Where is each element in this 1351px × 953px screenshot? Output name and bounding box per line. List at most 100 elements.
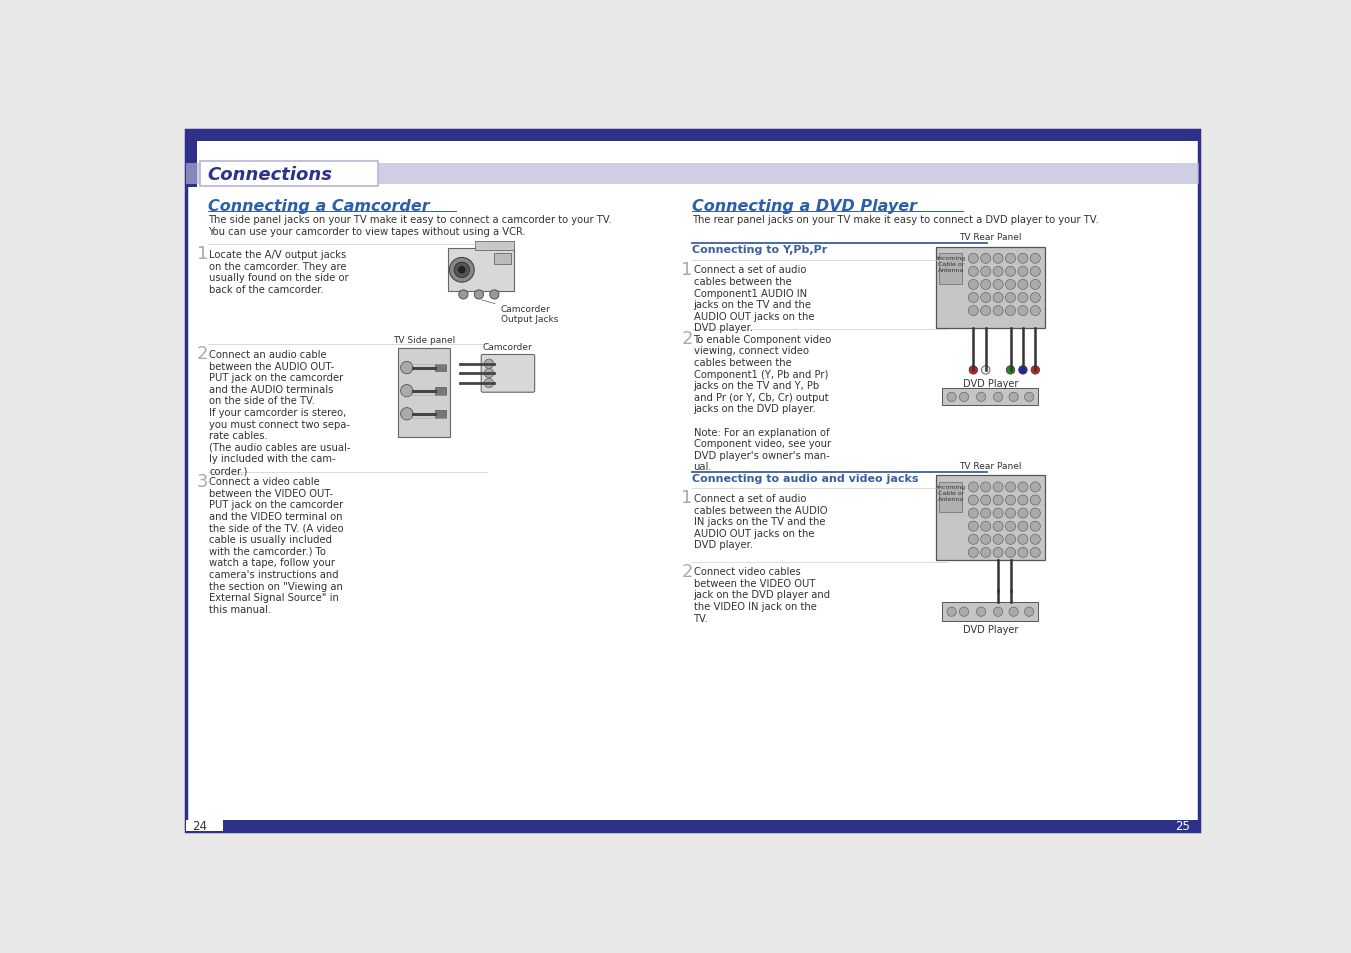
Text: 1: 1 (681, 489, 693, 507)
Circle shape (993, 393, 1002, 402)
Circle shape (1031, 306, 1040, 316)
Circle shape (1031, 548, 1040, 558)
Circle shape (981, 548, 990, 558)
Circle shape (1006, 366, 1015, 375)
Bar (435, 411, 446, 418)
Circle shape (1019, 366, 1027, 375)
Circle shape (1005, 267, 1016, 277)
Text: 3: 3 (197, 472, 208, 490)
Text: 1: 1 (197, 245, 208, 263)
Text: Connecting to Y,Pb,Pr: Connecting to Y,Pb,Pr (692, 245, 827, 255)
Text: 25: 25 (1175, 820, 1190, 832)
Circle shape (1031, 509, 1040, 518)
Circle shape (981, 496, 990, 505)
Circle shape (959, 393, 969, 402)
Circle shape (1005, 253, 1016, 264)
Circle shape (993, 496, 1004, 505)
Circle shape (401, 385, 413, 397)
Circle shape (1031, 535, 1040, 545)
Circle shape (969, 496, 978, 505)
Bar (943, 603, 1039, 621)
Bar (494, 253, 512, 264)
Text: TV Side panel: TV Side panel (393, 335, 455, 344)
Text: 1: 1 (681, 260, 693, 278)
Circle shape (959, 607, 969, 617)
Circle shape (969, 548, 978, 558)
Circle shape (1031, 294, 1040, 303)
Circle shape (1005, 548, 1016, 558)
Circle shape (969, 482, 978, 493)
Bar (449, 249, 513, 292)
Circle shape (993, 482, 1004, 493)
Text: Locate the A/V output jacks
on the camcorder. They are
usually found on the side: Locate the A/V output jacks on the camco… (209, 250, 349, 294)
Circle shape (981, 306, 990, 316)
Bar (186, 132, 1198, 142)
Bar (943, 389, 1039, 406)
Circle shape (981, 253, 990, 264)
Circle shape (981, 509, 990, 518)
Circle shape (401, 362, 413, 375)
Circle shape (1005, 509, 1016, 518)
Circle shape (1031, 366, 1039, 375)
Circle shape (458, 267, 466, 274)
Circle shape (969, 253, 978, 264)
Circle shape (1005, 294, 1016, 303)
Circle shape (1017, 280, 1028, 290)
Circle shape (1031, 482, 1040, 493)
Text: 2: 2 (681, 562, 693, 580)
Circle shape (981, 294, 990, 303)
Circle shape (1017, 482, 1028, 493)
Circle shape (1017, 521, 1028, 532)
Text: The rear panel jacks on your TV make it easy to connect a DVD player to your TV.: The rear panel jacks on your TV make it … (692, 215, 1098, 225)
Circle shape (450, 258, 474, 283)
Text: Connect a set of audio
cables between the
Component1 AUDIO IN
jacks on the TV an: Connect a set of audio cables between th… (693, 265, 815, 333)
Circle shape (1009, 393, 1019, 402)
Circle shape (993, 509, 1004, 518)
Text: 2: 2 (681, 330, 693, 348)
Circle shape (1005, 280, 1016, 290)
Circle shape (969, 366, 978, 375)
Circle shape (969, 294, 978, 303)
Circle shape (981, 482, 990, 493)
Text: Incoming
Cable or
Antenna: Incoming Cable or Antenna (936, 256, 966, 273)
Circle shape (969, 509, 978, 518)
Bar (939, 253, 962, 284)
Circle shape (981, 280, 990, 290)
Circle shape (1031, 253, 1040, 264)
Text: 24: 24 (192, 820, 207, 832)
Circle shape (1031, 496, 1040, 505)
Bar (936, 248, 1044, 328)
Bar (186, 821, 1198, 831)
Circle shape (1031, 521, 1040, 532)
Text: Connect a set of audio
cables between the AUDIO
IN jacks on the TV and the
AUDIO: Connect a set of audio cables between th… (693, 494, 827, 550)
Text: TV Rear Panel: TV Rear Panel (959, 233, 1021, 242)
Circle shape (1017, 496, 1028, 505)
Circle shape (981, 535, 990, 545)
Text: The side panel jacks on your TV make it easy to connect a camcorder to your TV.
: The side panel jacks on your TV make it … (208, 215, 611, 236)
Circle shape (489, 291, 499, 300)
Circle shape (1024, 393, 1034, 402)
Circle shape (993, 267, 1004, 277)
Circle shape (969, 521, 978, 532)
Text: Connect an audio cable
between the AUDIO OUT-
PUT jack on the camcorder
and the : Connect an audio cable between the AUDIO… (209, 350, 351, 476)
Circle shape (969, 267, 978, 277)
Bar (435, 364, 446, 372)
Text: Connections: Connections (208, 166, 332, 183)
Text: 2: 2 (197, 345, 208, 363)
Circle shape (993, 294, 1004, 303)
Circle shape (1009, 607, 1019, 617)
Circle shape (1017, 294, 1028, 303)
Circle shape (993, 535, 1004, 545)
Circle shape (1005, 535, 1016, 545)
Circle shape (947, 607, 957, 617)
Circle shape (1005, 496, 1016, 505)
Text: Camcorder
Output Jacks: Camcorder Output Jacks (481, 300, 558, 324)
Circle shape (969, 280, 978, 290)
Bar (186, 821, 223, 831)
Circle shape (1017, 267, 1028, 277)
Circle shape (993, 253, 1004, 264)
Circle shape (1017, 509, 1028, 518)
Circle shape (454, 263, 470, 278)
Circle shape (981, 267, 990, 277)
Bar (435, 388, 446, 395)
